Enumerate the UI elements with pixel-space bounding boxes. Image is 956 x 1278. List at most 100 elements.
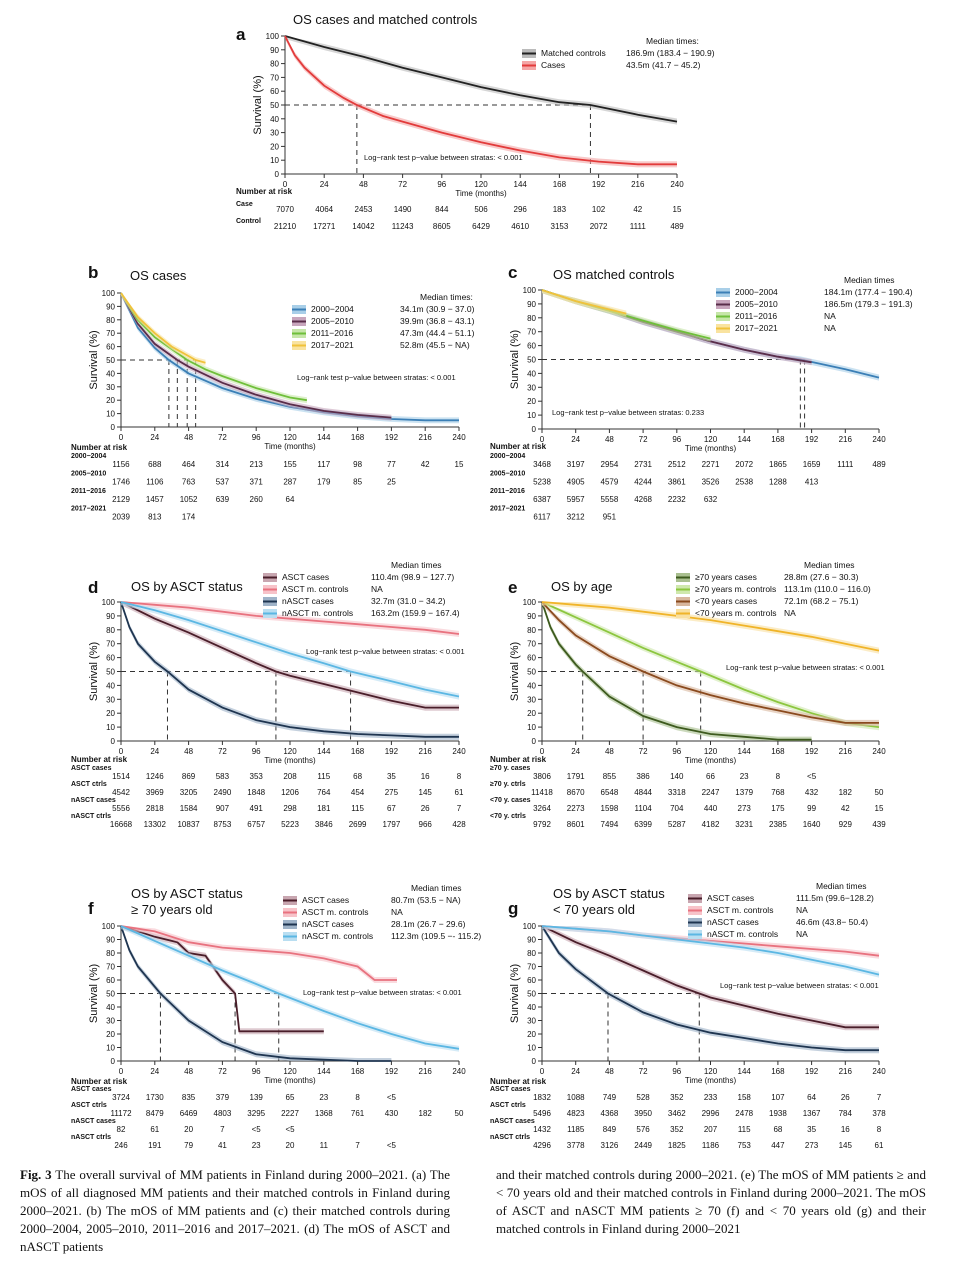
series-band-3	[121, 293, 206, 366]
x-tick-label: 240	[452, 1067, 466, 1076]
y-tick-label: 40	[527, 1003, 536, 1012]
panel-g: g OS by ASCT status< 70 years old 0 10 20 30 4…	[490, 881, 886, 1150]
risk-value: 3846	[315, 820, 333, 829]
risk-value: 145	[419, 788, 433, 797]
risk-row-label: 2017−2021	[490, 506, 525, 513]
x-tick-label: 48	[605, 435, 614, 444]
legend-entry-median: NA	[371, 584, 383, 594]
risk-table-title: Number at risk	[71, 1077, 128, 1086]
x-tick-label: 96	[252, 1067, 261, 1076]
legend-entry-median: 80.7m (53.5 − NA)	[391, 895, 461, 905]
risk-value: 7	[877, 1093, 882, 1102]
pvalue-text: Log−rank test p−value between stratas: <…	[364, 153, 523, 162]
risk-value: 639	[216, 495, 230, 504]
risk-value: 1246	[146, 772, 164, 781]
pvalue-text: Log−rank test p−value between stratas: <…	[303, 988, 462, 997]
y-tick-label: 70	[527, 640, 536, 649]
legend-entry-name: <70 years cases	[695, 596, 757, 606]
x-tick-label: 72	[398, 180, 407, 189]
x-tick-label: 240	[872, 435, 886, 444]
risk-value: 273	[805, 1141, 819, 1150]
x-tick-label: 72	[218, 747, 227, 756]
y-tick-label: 80	[270, 60, 279, 69]
x-tick-label: 72	[218, 1067, 227, 1076]
x-tick-label: 0	[540, 435, 545, 444]
x-tick-label: 24	[571, 435, 580, 444]
legend-entry-median: 46.6m (43.8− 50.4)	[796, 917, 868, 927]
risk-value: 1111	[837, 460, 854, 469]
risk-value: 82	[117, 1125, 126, 1134]
risk-value: 576	[636, 1125, 650, 1134]
y-tick-label: 40	[106, 1003, 115, 1012]
risk-value: 353	[250, 772, 264, 781]
x-tick-label: 144	[317, 433, 331, 442]
legend-entry-name: ≥70 years m. controls	[695, 584, 776, 594]
risk-value: 907	[216, 804, 230, 813]
y-tick-label: 10	[527, 723, 536, 732]
x-tick-label: 24	[150, 747, 159, 756]
risk-value: 966	[419, 820, 433, 829]
risk-value: 1104	[634, 804, 652, 813]
panel-letter: e	[508, 578, 517, 597]
panel-letter: c	[508, 263, 517, 282]
y-tick-label: 0	[532, 1057, 537, 1066]
legend-entry-name: nASCT cases	[707, 917, 759, 927]
series-band-3	[542, 926, 879, 978]
risk-value: 68	[353, 772, 362, 781]
risk-value: 4064	[315, 205, 333, 214]
series-line-1	[284, 35, 677, 166]
y-tick-label: 70	[527, 963, 536, 972]
risk-value: 3295	[247, 1109, 265, 1118]
x-tick-label: 144	[738, 1067, 752, 1076]
risk-value: 1514	[112, 772, 130, 781]
series-line-2	[120, 925, 392, 1062]
risk-value: 537	[216, 478, 230, 487]
risk-value: 26	[841, 1093, 850, 1102]
legend-entry-name: <70 years m. controls	[695, 608, 777, 618]
risk-value: 489	[670, 222, 684, 231]
legend-entry-name: ASCT cases	[302, 895, 349, 905]
risk-value: 42	[841, 804, 850, 813]
legend-entry-median: 186.9m (183.4 − 190.9)	[626, 48, 715, 58]
y-tick-label: 10	[270, 156, 279, 165]
risk-value: 65	[286, 1093, 295, 1102]
risk-value: 749	[603, 1093, 617, 1102]
risk-value: 2512	[668, 460, 686, 469]
risk-value: 1088	[567, 1093, 585, 1102]
risk-value: 181	[317, 804, 331, 813]
risk-value: 1640	[803, 820, 821, 829]
risk-value: 6399	[634, 820, 652, 829]
risk-value: 688	[148, 460, 162, 469]
risk-value: <5	[807, 772, 817, 781]
risk-value: 207	[704, 1125, 718, 1134]
risk-value: 67	[387, 804, 396, 813]
risk-value: 273	[738, 804, 752, 813]
risk-value: 8670	[567, 788, 585, 797]
risk-value: 1598	[601, 804, 619, 813]
pvalue-text: Log−rank test p−value between stratas: <…	[720, 981, 879, 990]
risk-value: 1797	[383, 820, 401, 829]
risk-value: 3126	[601, 1141, 619, 1150]
risk-value: 768	[771, 788, 785, 797]
legend-entry-name: ASCT m. controls	[707, 905, 773, 915]
risk-value: 3969	[146, 788, 164, 797]
x-tick-label: 0	[540, 747, 545, 756]
y-axis-label: Survival (%)	[509, 642, 521, 701]
x-tick-label: 192	[805, 747, 819, 756]
x-tick-label: 120	[704, 747, 718, 756]
risk-value: 4296	[533, 1141, 551, 1150]
panel-title: OS by ASCT status	[553, 886, 665, 901]
risk-value: 15	[455, 460, 464, 469]
risk-value: 528	[636, 1093, 650, 1102]
risk-value: 1106	[146, 478, 164, 487]
figure-canvas: aOS cases and matched controls0102030405…	[71, 12, 913, 1150]
y-tick-label: 20	[527, 1030, 536, 1039]
series-band-1	[285, 36, 677, 168]
x-tick-label: 168	[771, 747, 785, 756]
y-tick-label: 10	[106, 1044, 115, 1053]
risk-value: 2385	[769, 820, 787, 829]
risk-value: 6469	[180, 1109, 198, 1118]
y-tick-label: 80	[106, 626, 115, 635]
panel-subtitle: < 70 years old	[553, 902, 635, 917]
risk-value: 2818	[146, 804, 164, 813]
